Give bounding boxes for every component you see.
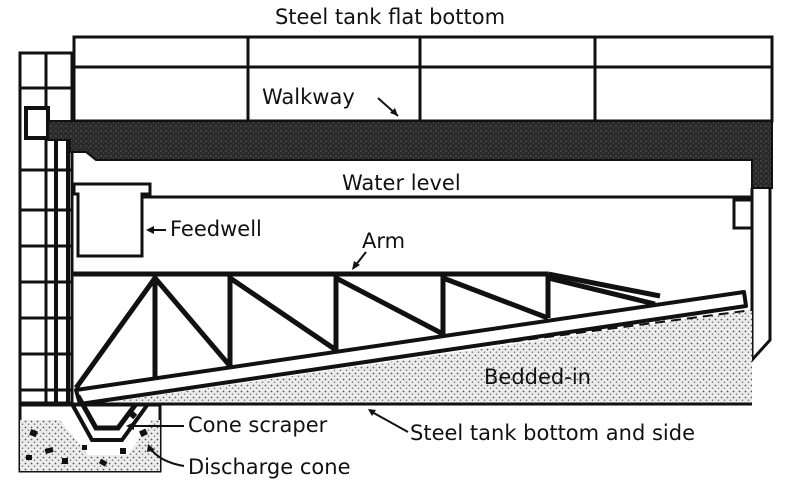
- diagram-title: Steel tank flat bottom: [275, 5, 505, 29]
- arm-truss: [72, 271, 748, 406]
- walkway-label: Walkway: [262, 85, 355, 109]
- left-wall-blocks: [18, 51, 74, 405]
- center-column: [24, 106, 70, 405]
- discharge-cone: [18, 402, 162, 473]
- arm-label: Arm: [362, 229, 405, 253]
- feedwell-label: Feedwell: [170, 217, 262, 241]
- label-feedwell: Feedwell: [146, 217, 262, 241]
- water-level-label: Water level: [342, 171, 461, 195]
- bedded-in-sediment: [110, 310, 752, 405]
- bedded-in-label: Bedded-in: [484, 365, 591, 389]
- label-cone-scraper: Cone scraper: [126, 413, 328, 437]
- upper-tank-grid: [72, 35, 774, 123]
- walkway-bridge: [47, 120, 773, 189]
- label-arm: Arm: [352, 229, 405, 270]
- label-tank-bottom: Steel tank bottom and side: [368, 409, 695, 445]
- feedwell-box: [72, 182, 152, 258]
- label-walkway: Walkway: [262, 85, 399, 117]
- tank-bottom-label: Steel tank bottom and side: [410, 421, 695, 445]
- right-tank-wall: [732, 188, 772, 364]
- cone-scraper-blade: [75, 394, 138, 431]
- discharge-cone-label: Discharge cone: [188, 455, 350, 479]
- cone-scraper-label: Cone scraper: [188, 413, 328, 437]
- label-discharge-cone: Discharge cone: [147, 444, 350, 479]
